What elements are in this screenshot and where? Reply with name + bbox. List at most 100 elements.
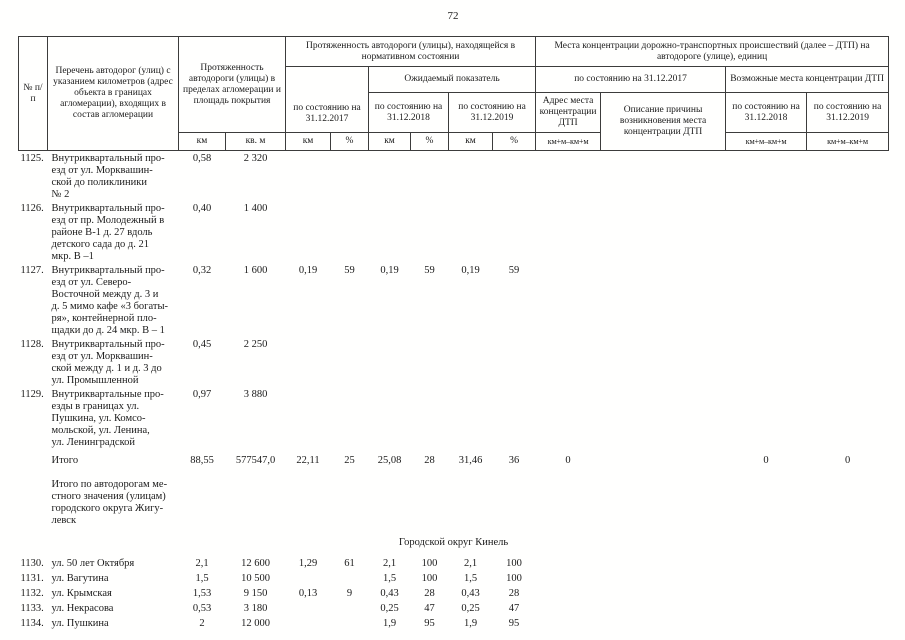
value-cell: 88,55 [190, 455, 214, 466]
row-number: 1132. [20, 588, 44, 599]
value-cell: 100 [506, 573, 522, 584]
value-cell: 1 600 [243, 265, 268, 276]
value-cell [807, 467, 889, 527]
value-cell: 0 [565, 455, 571, 466]
table-row: 1127. Внутриквартальный про- езд от ул. С… [19, 263, 889, 337]
road-name: Внутриквартальный про- езд от пр. Молоде… [51, 203, 165, 262]
value-cell [536, 201, 601, 263]
table-row: 1125. Внутриквартальный про- езд от ул. М… [19, 151, 889, 202]
row-number: 1126. [20, 203, 44, 214]
unit-sqm: кв. м [224, 132, 287, 151]
value-cell: 59 [508, 265, 520, 276]
table-row: 1130. ул. 50 лет Октября 2,1 12 600 1,29 61 2,… [19, 555, 889, 570]
row-number: 1133. [20, 603, 44, 614]
value-cell: 0,40 [192, 203, 212, 214]
value-cell [493, 151, 536, 202]
table-row: 1126. Внутриквартальный про- езд от пр. М… [19, 201, 889, 263]
value-cell [536, 555, 601, 570]
road-name: Внутриквартальные про- езды в границах у… [51, 389, 164, 448]
value-cell [226, 467, 286, 527]
value-cell [449, 201, 493, 263]
unit-pct: % [410, 132, 450, 151]
value-cell [536, 467, 601, 527]
row-number: 1134. [20, 618, 44, 629]
row-number: 1130. [20, 558, 44, 569]
value-cell [726, 570, 807, 585]
value-cell: 0,19 [380, 265, 399, 276]
value-cell [807, 201, 889, 263]
value-cell: 0,53 [192, 603, 212, 614]
value-cell [179, 467, 226, 527]
value-cell: 2 250 [243, 339, 268, 350]
value-cell: 0,19 [461, 265, 480, 276]
unit-pct: % [492, 132, 537, 151]
value-cell: 10 500 [241, 573, 270, 584]
road-name: Внутриквартальный про- езд от ул. Морква… [51, 339, 165, 386]
road-name: Внутриквартальный про- езд от ул. Морква… [51, 153, 165, 200]
value-cell [449, 151, 493, 202]
row-number: 1129. [20, 389, 44, 400]
row-number: 1125. [20, 153, 44, 164]
value-cell: 25 [344, 455, 355, 466]
value-cell [601, 337, 726, 387]
value-cell [331, 337, 369, 387]
value-cell: 0,13 [298, 588, 318, 599]
unit-km-m: км+м–км+м [806, 132, 890, 151]
road-name: ул. Вагутина [51, 573, 109, 584]
value-cell [726, 263, 807, 337]
subheader-expected: Ожидаемый показатель [368, 66, 537, 93]
value-cell [601, 467, 726, 527]
value-cell: 1,5 [463, 573, 478, 584]
value-cell: 3 880 [243, 389, 268, 400]
road-name: ул. 50 лет Октября [51, 558, 135, 569]
value-cell: 28 [508, 588, 520, 599]
value-cell [411, 201, 449, 263]
value-cell [331, 467, 369, 527]
road-name: ул. Пушкина [51, 618, 109, 629]
value-cell [331, 201, 369, 263]
value-cell: 100 [506, 558, 522, 569]
table-header: № п/п Перечень автодорог (улиц) с указан… [18, 36, 890, 151]
value-cell [807, 600, 889, 615]
value-cell [807, 615, 889, 630]
value-cell: 12 600 [241, 558, 270, 569]
unit-km: км [178, 132, 226, 151]
value-cell: 1,53 [192, 588, 212, 599]
value-cell: 100 [421, 558, 438, 569]
value-cell [726, 600, 807, 615]
col-header-normative: Протяженность автодороги (улицы), находя… [285, 36, 537, 67]
value-cell [369, 151, 411, 202]
value-cell: 0 [763, 455, 769, 466]
page-number: 72 [447, 10, 459, 22]
value-cell [601, 555, 726, 570]
value-cell [411, 467, 449, 527]
value-cell [726, 555, 807, 570]
value-cell [726, 337, 807, 387]
value-cell: 2,1 [382, 558, 397, 569]
value-cell [601, 263, 726, 337]
value-cell: 9 150 [243, 588, 268, 599]
value-cell: 9 [346, 588, 353, 599]
table-row: 1134. ул. Пушкина 2 12 000 1,9 95 1,9 95 [19, 615, 889, 630]
value-cell [331, 387, 369, 449]
value-cell [449, 467, 493, 527]
subheader-asof-2019-possible: по состоянию на 31.12.2019 [806, 92, 890, 133]
value-cell: 3 180 [243, 603, 268, 614]
road-name: Итого по автодорогам ме- стного значения… [51, 479, 168, 526]
value-cell [601, 600, 726, 615]
table-row: Итого 88,55 577547,0 22,11 25 25,08 28 31,46 36 0… [19, 449, 889, 467]
value-cell [493, 387, 536, 449]
value-cell: 2,1 [463, 558, 478, 569]
road-name: ул. Крымская [51, 588, 112, 599]
value-cell: 31,46 [458, 455, 483, 466]
value-cell: 25,08 [377, 455, 402, 466]
value-cell: 59 [344, 265, 355, 276]
value-cell [807, 570, 889, 585]
row-number [19, 467, 48, 527]
value-cell: 95 [508, 618, 520, 629]
value-cell: 1,5 [382, 573, 397, 584]
value-cell [726, 201, 807, 263]
value-cell [601, 615, 726, 630]
value-cell [411, 151, 449, 202]
value-cell [807, 555, 889, 570]
